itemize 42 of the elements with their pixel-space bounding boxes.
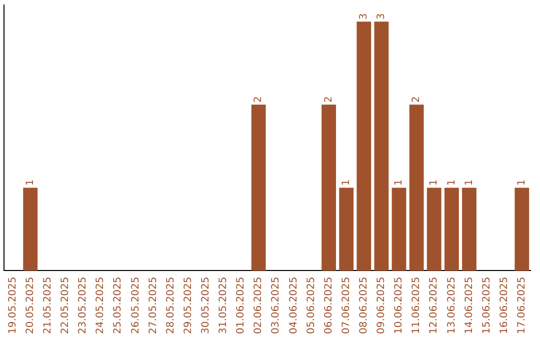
x-tick-label: 27.05.2025	[148, 276, 159, 334]
x-tick-label: 31.05.2025	[218, 276, 230, 334]
x-tick-label: 16.06.2025	[498, 276, 510, 334]
x-tick-label: 24.05.2025	[95, 276, 106, 334]
x-tick-label: 14.06.2025	[464, 276, 475, 334]
x-tick-label: 26.05.2025	[130, 276, 142, 334]
data-label: 2	[253, 96, 264, 103]
x-tick-label: 20.05.2025	[24, 276, 36, 334]
x-tick-label: 23.05.2025	[78, 276, 89, 334]
x-tick-label: 05.06.2025	[306, 276, 317, 334]
x-tick-label: 12.06.2025	[428, 276, 440, 334]
data-label: 2	[411, 96, 422, 103]
x-tick-label: 04.06.2025	[288, 276, 300, 334]
x-tick-label: 03.06.2025	[270, 276, 282, 334]
x-tick-label: 22.05.2025	[60, 276, 72, 334]
data-label: 1	[394, 179, 405, 186]
x-tick-label: 25.05.2025	[112, 276, 124, 334]
x-tick-label: 10.06.2025	[394, 276, 405, 334]
x-tick-label: 01.06.2025	[236, 276, 247, 334]
x-tick-label: 28.05.2025	[165, 276, 176, 334]
x-tick-label: 17.06.2025	[516, 276, 528, 334]
x-tick-label: 15.06.2025	[481, 276, 492, 334]
x-tick-label: 02.06.2025	[253, 276, 264, 334]
x-tick-label: 13.06.2025	[446, 276, 458, 334]
x-tick-label: 30.05.2025	[200, 276, 212, 334]
data-label: 1	[516, 179, 528, 186]
x-tick-label: 07.06.2025	[340, 276, 352, 334]
data-label: 2	[323, 96, 334, 103]
data-label: 3	[376, 13, 388, 20]
data-label: 1	[340, 179, 352, 186]
x-tick-label: 06.06.2025	[323, 276, 334, 334]
data-label: 3	[358, 13, 370, 20]
x-tick-label: 11.06.2025	[411, 276, 422, 334]
x-tick-label: 29.05.2025	[182, 276, 194, 334]
x-tick-label: 09.06.2025	[376, 276, 388, 334]
x-tick-label: 08.06.2025	[358, 276, 370, 334]
x-tick-label: 21.05.2025	[42, 276, 54, 334]
data-label: 1	[464, 179, 475, 186]
x-tick-label: 19.05.2025	[7, 276, 18, 334]
data-label: 1	[428, 179, 440, 186]
data-label: 1	[24, 179, 36, 186]
data-label: 1	[446, 179, 458, 186]
